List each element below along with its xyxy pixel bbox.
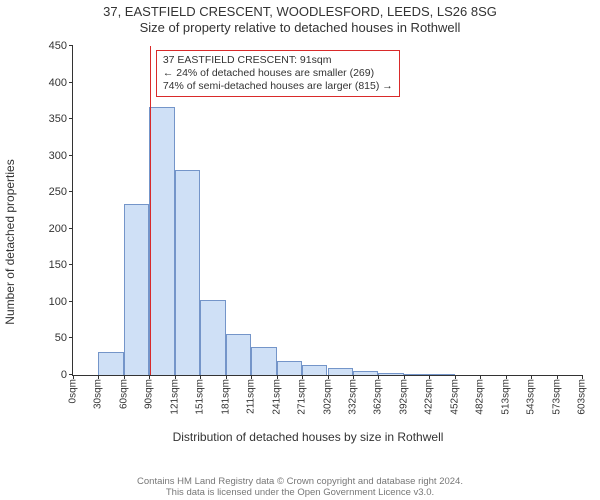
y-tick-label: 200	[49, 223, 67, 235]
x-tick-mark	[480, 375, 481, 379]
x-tick-mark	[531, 375, 532, 379]
chart-title-line2: Size of property relative to detached ho…	[0, 20, 600, 35]
annotation-box: 37 EASTFIELD CRESCENT: 91sqm ← 24% of de…	[156, 50, 400, 97]
histogram-bar	[328, 368, 353, 375]
histogram-bar	[378, 373, 403, 375]
x-tick-label: 302sqm	[322, 379, 333, 415]
x-tick-label: 181sqm	[220, 379, 231, 415]
x-tick-mark	[429, 375, 430, 379]
x-tick-label: 543sqm	[526, 379, 537, 415]
x-tick-label: 241sqm	[271, 379, 282, 415]
x-tick-label: 90sqm	[144, 379, 155, 409]
x-tick-mark	[98, 375, 99, 379]
annotation-line: 37 EASTFIELD CRESCENT: 91sqm	[163, 54, 393, 67]
histogram-bar	[124, 204, 149, 375]
x-tick-mark	[149, 375, 150, 379]
x-tick-label: 0sqm	[68, 379, 79, 403]
x-tick-label: 271sqm	[297, 379, 308, 415]
x-tick-mark	[73, 375, 74, 379]
y-tick-mark	[69, 45, 73, 46]
footer-line2: This data is licensed under the Open Gov…	[0, 487, 600, 498]
x-tick-mark	[251, 375, 252, 379]
y-tick-label: 0	[61, 369, 67, 381]
x-tick-mark	[302, 375, 303, 379]
histogram-bar	[429, 374, 454, 375]
property-marker-line	[150, 46, 151, 375]
y-tick-mark	[69, 191, 73, 192]
x-tick-label: 121sqm	[169, 379, 180, 415]
y-tick-label: 350	[49, 113, 67, 125]
y-tick-mark	[69, 228, 73, 229]
histogram-bar	[200, 300, 225, 375]
x-tick-label: 211sqm	[246, 379, 257, 414]
histogram-bar	[251, 347, 276, 376]
x-tick-mark	[124, 375, 125, 379]
y-tick-mark	[69, 118, 73, 119]
x-tick-label: 603sqm	[577, 379, 588, 415]
x-tick-label: 332sqm	[347, 379, 358, 415]
annotation-line: ← 24% of detached houses are smaller (26…	[163, 67, 393, 80]
y-tick-mark	[69, 264, 73, 265]
x-axis-label: Distribution of detached houses by size …	[173, 430, 444, 444]
histogram-bar	[353, 371, 378, 375]
x-tick-label: 452sqm	[449, 379, 460, 415]
x-tick-mark	[175, 375, 176, 379]
chart-title-line1: 37, EASTFIELD CRESCENT, WOODLESFORD, LEE…	[0, 4, 600, 19]
histogram-bar	[277, 361, 302, 375]
x-tick-label: 151sqm	[195, 379, 206, 415]
x-tick-label: 513sqm	[500, 379, 511, 415]
x-tick-label: 482sqm	[475, 379, 486, 415]
histogram-bar	[302, 365, 327, 375]
x-tick-mark	[353, 375, 354, 379]
y-tick-mark	[69, 82, 73, 83]
x-tick-mark	[506, 375, 507, 379]
plot-region: 0501001502002503003504004500sqm30sqm60sq…	[72, 46, 582, 376]
histogram-bar	[226, 334, 251, 375]
x-tick-mark	[557, 375, 558, 379]
x-tick-mark	[277, 375, 278, 379]
x-tick-mark	[226, 375, 227, 379]
y-tick-label: 50	[55, 332, 67, 344]
x-tick-mark	[328, 375, 329, 379]
histogram-bar	[404, 374, 429, 375]
y-tick-label: 150	[49, 259, 67, 271]
x-tick-mark	[200, 375, 201, 379]
x-tick-label: 573sqm	[551, 379, 562, 415]
x-tick-label: 392sqm	[398, 379, 409, 415]
x-tick-label: 30sqm	[93, 379, 104, 409]
y-tick-label: 100	[49, 296, 67, 308]
y-tick-label: 250	[49, 186, 67, 198]
footer-text: Contains HM Land Registry data © Crown c…	[0, 476, 600, 498]
x-tick-mark	[378, 375, 379, 379]
y-tick-label: 450	[49, 40, 67, 52]
histogram-bar	[175, 170, 200, 375]
y-tick-mark	[69, 301, 73, 302]
x-tick-mark	[582, 375, 583, 379]
chart-title-block: 37, EASTFIELD CRESCENT, WOODLESFORD, LEE…	[0, 0, 600, 35]
x-tick-label: 60sqm	[118, 379, 129, 409]
footer-line1: Contains HM Land Registry data © Crown c…	[0, 476, 600, 487]
x-tick-label: 362sqm	[373, 379, 384, 415]
histogram-bar	[149, 107, 174, 375]
x-tick-label: 422sqm	[424, 379, 435, 415]
y-tick-label: 400	[49, 77, 67, 89]
y-tick-mark	[69, 155, 73, 156]
annotation-line: 74% of semi-detached houses are larger (…	[163, 80, 393, 93]
y-tick-label: 300	[49, 150, 67, 162]
y-axis-label: Number of detached properties	[3, 159, 17, 324]
chart-area: Number of detached properties 0501001502…	[28, 42, 588, 442]
y-tick-mark	[69, 337, 73, 338]
histogram-bar	[98, 352, 123, 375]
x-tick-mark	[404, 375, 405, 379]
x-tick-mark	[455, 375, 456, 379]
